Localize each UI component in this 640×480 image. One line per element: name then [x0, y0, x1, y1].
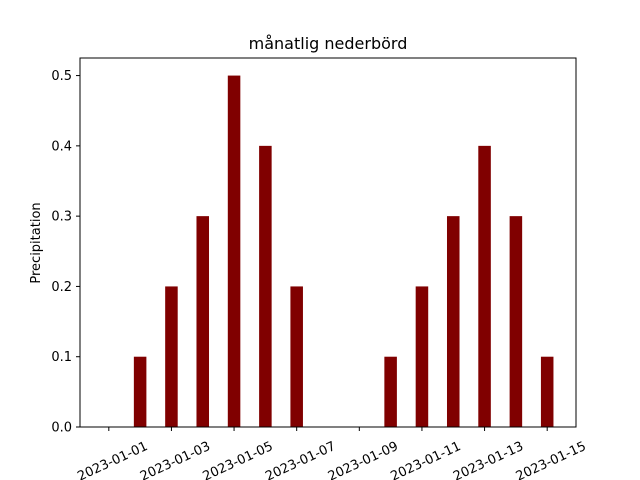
plot-frame [79, 57, 577, 428]
y-tick-label: 0.0 [51, 421, 72, 436]
bar-2023-01-15 [540, 356, 554, 427]
bars-group [133, 75, 554, 428]
bar-2023-01-03 [165, 286, 178, 427]
bar-2023-01-04 [196, 216, 210, 427]
y-tick-label: 0.5 [51, 69, 72, 84]
bar-2023-01-06 [259, 145, 272, 428]
bar-2023-01-02 [133, 356, 147, 427]
bar-2023-01-13 [478, 145, 491, 428]
bar-2023-01-14 [509, 216, 523, 427]
bar-2023-01-10 [384, 356, 397, 427]
bar-2023-01-05 [227, 75, 241, 427]
bar-2023-01-12 [446, 216, 460, 427]
y-tick-label: 0.4 [51, 139, 72, 154]
x-tick-label: 2023-01-15 [514, 439, 589, 480]
chart-title: månatlig nederbörd [249, 34, 408, 53]
bar-2023-01-11 [415, 286, 429, 427]
y-tick-label: 0.3 [51, 210, 72, 225]
x-axis: 2023-01-012023-01-032023-01-052023-01-07… [75, 427, 589, 480]
bar-2023-01-07 [290, 286, 303, 427]
y-axis: 0.0 0.1 0.2 0.3 0.4 0.5 [51, 69, 80, 436]
y-tick-label: 0.2 [51, 280, 72, 295]
y-axis-label: Precipitation [29, 202, 44, 283]
y-tick-label: 0.1 [51, 350, 72, 365]
